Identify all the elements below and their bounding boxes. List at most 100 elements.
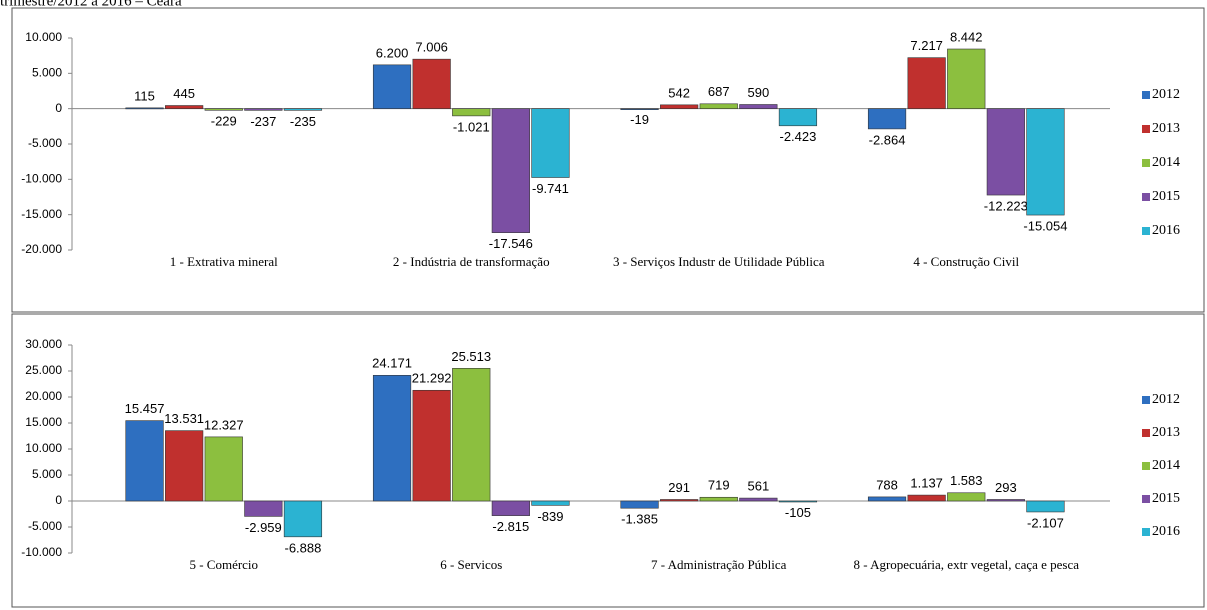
bar	[660, 499, 699, 502]
bar	[907, 57, 946, 109]
x-tick-label: 8 - Agropecuária, extr vegetal, caça e p…	[853, 557, 1080, 572]
bar	[699, 103, 738, 109]
legend-label: 2015	[1152, 491, 1180, 506]
data-label: 7.006	[415, 40, 448, 55]
bar	[660, 104, 699, 109]
x-tick-label-box: 5 - Comércio	[189, 557, 259, 572]
bar	[907, 494, 946, 502]
data-label: 25.513	[451, 349, 491, 364]
data-label: 1.137	[910, 476, 943, 491]
bar	[778, 108, 818, 127]
bar	[452, 108, 491, 117]
data-label: 24.171	[372, 356, 412, 371]
bar	[125, 107, 164, 110]
legend-label: 2012	[1152, 87, 1180, 102]
x-tick-label: 5 - Comércio	[189, 557, 259, 572]
bar	[531, 500, 570, 506]
bar	[412, 389, 451, 502]
legend-swatch	[1142, 462, 1150, 470]
data-label: -12.223	[984, 198, 1028, 213]
y-tick-label: 25.000	[25, 363, 62, 377]
x-tick-label-box: 6 - Servicos	[440, 557, 503, 572]
data-label: 542	[668, 85, 690, 100]
bar	[947, 492, 986, 502]
data-label: -9.741	[532, 181, 569, 196]
data-label: 1.583	[950, 473, 983, 488]
data-label: -1.021	[453, 119, 490, 134]
legend-label: 2016	[1152, 223, 1180, 238]
y-tick-label: 10.000	[25, 30, 62, 44]
x-tick-label: 2 - Indústria de transformação	[392, 254, 550, 269]
panel-frame	[11, 313, 1205, 608]
y-tick-label: 0	[55, 101, 62, 115]
bar	[491, 108, 530, 233]
legend-swatch	[1142, 429, 1150, 437]
bar	[165, 105, 204, 109]
data-label: 291	[668, 480, 690, 495]
y-tick-label: -10.000	[21, 172, 62, 186]
y-tick-label: 20.000	[25, 389, 62, 403]
bar	[986, 108, 1025, 196]
bar	[204, 108, 243, 111]
data-label: -15.054	[1023, 218, 1067, 233]
y-tick-label: -20.000	[21, 242, 62, 256]
data-label: 21.292	[412, 371, 452, 386]
legend-label: 2013	[1152, 425, 1180, 440]
y-tick-label: -15.000	[21, 207, 62, 221]
data-label: -229	[211, 114, 237, 129]
x-tick-label: 6 - Servicos	[440, 557, 503, 572]
panel-frame	[11, 7, 1205, 313]
caption: trimestre/2012 a 2016 – Ceará	[0, 0, 182, 9]
x-tick-label-box: 8 - Agropecuária, extr vegetal, caça e p…	[853, 557, 1080, 572]
legend-label: 2012	[1152, 392, 1180, 407]
data-label: 293	[995, 480, 1017, 495]
bar	[1026, 108, 1065, 216]
y-tick-label: 15.000	[25, 415, 62, 429]
legend-swatch	[1142, 159, 1150, 167]
y-tick-label: -5.000	[28, 519, 62, 533]
data-label: 6.200	[376, 45, 409, 60]
bar	[699, 496, 738, 502]
data-label: -105	[785, 505, 811, 520]
x-tick-label-box: 4 - Construção Civil	[913, 254, 1020, 269]
legend-label: 2014	[1152, 458, 1180, 473]
x-tick-label-box: 2 - Indústria de transformação	[392, 254, 550, 269]
y-tick-label: -5.000	[28, 136, 62, 150]
bar	[452, 368, 491, 502]
bar	[204, 436, 243, 502]
bar	[244, 500, 283, 517]
y-tick-label: 5.000	[32, 467, 62, 481]
y-tick-label: -10.000	[21, 545, 62, 559]
bar	[165, 430, 204, 502]
legend-swatch	[1142, 495, 1150, 503]
data-label: -2.959	[245, 520, 282, 535]
bar	[947, 48, 986, 109]
bar	[283, 500, 323, 538]
bar	[1026, 500, 1065, 513]
legend-swatch	[1142, 528, 1150, 536]
bar	[778, 500, 818, 503]
legend-swatch	[1142, 227, 1150, 235]
legend-label: 2014	[1152, 155, 1180, 170]
data-label: 687	[708, 84, 730, 99]
data-label: 561	[747, 479, 769, 494]
x-tick-label-box: 3 - Serviços Industr de Utilidade Públic…	[613, 254, 825, 269]
data-label: -237	[250, 114, 276, 129]
legend-label: 2013	[1152, 121, 1180, 136]
x-tick-label: 1 - Extrativa mineral	[169, 254, 278, 269]
bar	[125, 420, 164, 502]
y-tick-label: 10.000	[25, 441, 62, 455]
bar	[531, 108, 570, 178]
x-tick-label: 4 - Construção Civil	[913, 254, 1020, 269]
bar	[283, 108, 323, 111]
bar	[372, 64, 412, 109]
bar	[412, 58, 451, 109]
bar	[372, 375, 412, 502]
bar	[491, 500, 530, 516]
data-label: -2.423	[780, 129, 817, 144]
data-label: -6.888	[285, 540, 322, 555]
data-label: -839	[537, 509, 563, 524]
bar	[867, 108, 907, 130]
bar	[244, 108, 283, 111]
data-label: 13.531	[164, 411, 204, 426]
